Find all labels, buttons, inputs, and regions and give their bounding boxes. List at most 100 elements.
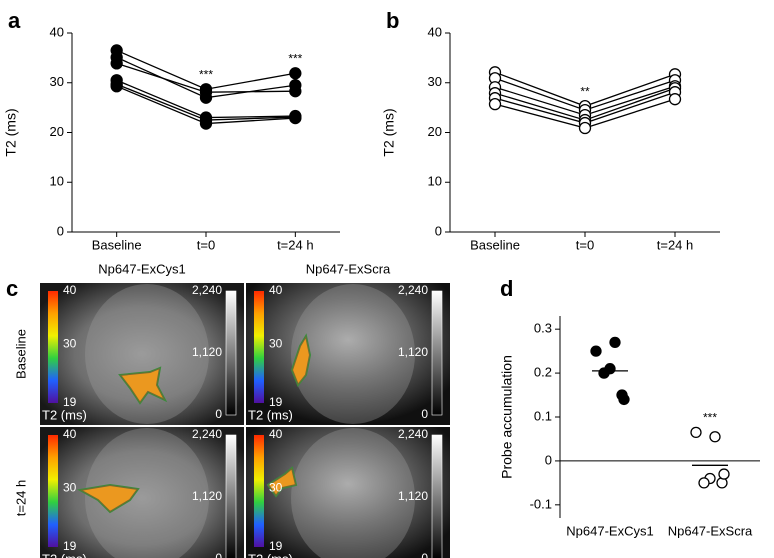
colorbar-tick-label: 19: [63, 539, 77, 553]
data-point: [609, 336, 621, 348]
colorbar: [48, 291, 58, 403]
graybar: [225, 434, 237, 558]
y-tick-label: 0.2: [534, 365, 552, 380]
overlay: [290, 333, 312, 387]
data-point: [690, 426, 702, 439]
colorbar-tick-label: 40: [63, 427, 77, 441]
data-point: [698, 477, 710, 489]
overlay-core: [268, 468, 296, 496]
panel-label: d: [500, 276, 513, 301]
overlay: [77, 483, 140, 514]
y-tick-label: 0: [545, 452, 552, 467]
overlay: [118, 366, 168, 405]
colorbar-tick-label: 30: [269, 481, 283, 495]
colorbar-tick-label: 40: [269, 427, 283, 441]
y-tick-label: 10: [428, 174, 442, 189]
y-tick-label: 30: [428, 74, 442, 89]
data-point: [718, 468, 730, 480]
colorbar-tick-label: 19: [269, 539, 283, 553]
y-tick-label: 40: [428, 24, 442, 39]
overlay: [266, 466, 298, 498]
graybar-tick-label: 0: [215, 551, 222, 558]
y-tick-label: 20: [50, 124, 64, 139]
x-tick-label: Baseline: [92, 237, 142, 252]
data-point: [199, 86, 213, 99]
panel-c: c Np647-ExCys1 Np647-ExScra Baseline t=24 h 4…: [6, 261, 450, 558]
data-point: [668, 93, 682, 106]
panel-label: c: [6, 276, 18, 301]
graybar-tick-label: 2,240: [192, 427, 222, 441]
data-point: [289, 67, 302, 80]
y-axis-label: T2 (ms): [381, 108, 397, 156]
graybar-tick-label: 2,240: [192, 283, 222, 297]
column-title: Np647-ExCys1: [98, 261, 185, 276]
y-tick-label: 0: [435, 223, 442, 238]
panel-label: b: [386, 8, 399, 33]
data-point: [590, 345, 602, 357]
x-tick-label: Baseline: [470, 237, 520, 252]
colorbar: [254, 291, 264, 403]
graybar-tick-label: 2,240: [398, 283, 428, 297]
graybar-tick-label: 0: [421, 407, 428, 421]
y-tick-label: -0.1: [530, 496, 552, 511]
y-tick-label: 0.3: [534, 321, 552, 336]
row-label: t=24 h: [13, 480, 28, 517]
data-point: [709, 431, 721, 443]
mri-body: [291, 428, 415, 558]
mri-image: [246, 283, 450, 425]
colorbar-title: T2 (ms): [42, 407, 87, 422]
data-point: [110, 57, 123, 70]
x-tick-label: t=0: [576, 237, 594, 252]
graybar-tick-label: 1,120: [192, 489, 222, 503]
column-title: Np647-ExScra: [306, 261, 391, 276]
colorbar-tick-label: 40: [269, 283, 283, 297]
overlay-core: [292, 336, 310, 385]
y-axis-label: T2 (ms): [3, 108, 19, 156]
graybar: [431, 434, 443, 558]
annotation: ***: [288, 51, 302, 65]
overlay-core: [120, 368, 165, 403]
colorbar: [48, 435, 58, 547]
mri-image: [246, 427, 450, 558]
y-tick-label: 30: [50, 74, 64, 89]
colorbar-title: T2 (ms): [248, 407, 293, 422]
colorbar: [254, 435, 264, 547]
y-tick-label: 10: [50, 174, 64, 189]
data-point: [618, 393, 630, 406]
y-tick-label: 0: [57, 223, 64, 238]
y-axis-label: Probe accumulation: [499, 355, 515, 479]
row-label: Baseline: [13, 329, 28, 379]
x-tick-label: Np647-ExScra: [668, 523, 753, 538]
graybar-tick-label: 0: [421, 551, 428, 558]
graybar-tick-label: 0: [215, 407, 222, 421]
y-tick-label: 20: [428, 124, 442, 139]
data-point: [488, 97, 502, 111]
graybar-tick-label: 1,120: [398, 345, 428, 359]
x-tick-label: t=0: [197, 237, 215, 252]
y-tick-label: 0.1: [534, 408, 552, 423]
data-point: [289, 111, 302, 125]
annotation: ***: [703, 411, 717, 425]
colorbar-tick-label: 30: [269, 337, 283, 351]
data-point: [289, 85, 302, 98]
graybar-tick-label: 1,120: [192, 345, 222, 359]
mri-body: [291, 284, 415, 424]
colorbar-title: T2 (ms): [42, 551, 87, 558]
graybar: [431, 290, 443, 416]
mri-image: [40, 427, 244, 558]
colorbar-title: T2 (ms): [248, 551, 293, 558]
colorbar-tick-label: 40: [63, 283, 77, 297]
data-point: [199, 117, 213, 130]
mri-body: [85, 284, 209, 424]
panel-label: a: [8, 8, 21, 33]
colorbar-tick-label: 19: [269, 395, 283, 409]
annotation: ***: [199, 67, 213, 81]
graybar-tick-label: 2,240: [398, 427, 428, 441]
annotation: **: [580, 84, 590, 98]
colorbar-tick-label: 19: [63, 395, 77, 409]
data-point: [110, 80, 123, 93]
graybar: [225, 290, 237, 416]
mri-body: [85, 428, 209, 558]
x-tick-label: t=24 h: [277, 237, 314, 252]
